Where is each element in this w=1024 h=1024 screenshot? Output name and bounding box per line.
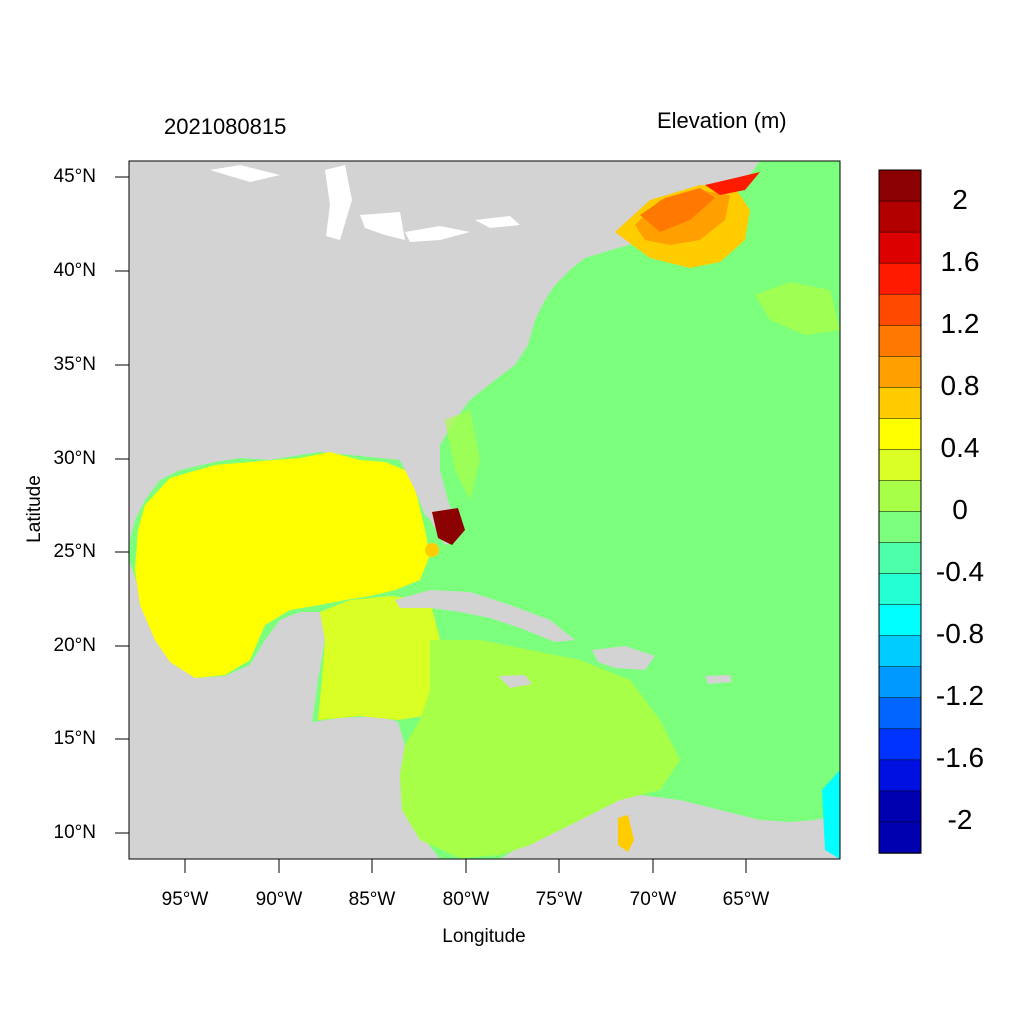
left-title: 2021080815 [164, 114, 287, 139]
caribbean-sea [318, 596, 440, 720]
land-mexico [129, 560, 440, 859]
colorbar-segment [878, 480, 922, 513]
y-tick-label: 10°N [53, 822, 96, 843]
colorbar-segment [878, 293, 922, 326]
land-florida [400, 458, 452, 528]
x-tick-label: 65°W [722, 889, 770, 910]
colorbar [878, 169, 922, 854]
colorbar-label: -2 [947, 804, 973, 835]
land-puerto-rico [705, 675, 732, 684]
colorbar-label: -1.6 [935, 742, 985, 773]
y-axis-ticks [115, 176, 129, 834]
colorbar-segment [878, 418, 922, 451]
great-lakes [210, 165, 520, 242]
atlantic-shelf [445, 410, 480, 500]
colorbar-label: -0.8 [935, 618, 985, 649]
colorbar-label: 2 [952, 184, 968, 215]
y-tick-label: 20°N [53, 635, 96, 656]
colorbar-label: 0.8 [940, 370, 980, 401]
colorbar-segment [878, 200, 922, 233]
colorbar-segment [878, 697, 922, 730]
surge-bay-of-fundy [705, 172, 760, 195]
gulf-of-mexico [135, 452, 430, 678]
colorbar-label: 0 [952, 494, 968, 525]
surge-gulf-of-maine-inner [640, 188, 715, 232]
x-tick-label: 95°W [161, 889, 209, 910]
y-tick-label: 40°N [53, 260, 96, 281]
colorbar-label: 0.4 [940, 432, 980, 463]
map-plot-area [129, 161, 840, 859]
land-jamaica [498, 675, 532, 688]
surge-south-florida [432, 508, 465, 545]
atlantic-southeast-cyan [822, 770, 840, 859]
colorbar-label: -1.2 [935, 680, 985, 711]
colorbar-segment [878, 573, 922, 606]
y-tick-label: 35°N [53, 354, 96, 375]
x-axis-label: Longitude [442, 926, 526, 947]
colorbar-segment [878, 169, 922, 202]
atlantic-east-feature [755, 282, 840, 335]
land-cuba [395, 590, 575, 642]
colorbar-label: 1.2 [940, 308, 980, 339]
lake-maracaibo [618, 815, 634, 852]
y-tick-label: 45°N [53, 166, 96, 187]
right-title: Elevation (m) [657, 108, 787, 133]
y-axis-label: Latitude [24, 475, 45, 543]
colorbar-segment [878, 759, 922, 792]
land-north-america [129, 161, 760, 560]
x-tick-label: 90°W [255, 889, 303, 910]
x-tick-label: 80°W [442, 889, 490, 910]
land-south-america [500, 795, 840, 859]
y-tick-label: 25°N [53, 541, 96, 562]
colorbar-label: -0.4 [935, 556, 985, 587]
surge-florida-keys [425, 543, 439, 557]
plot-frame [128, 160, 841, 860]
colorbar-segment [878, 666, 922, 699]
land-hispaniola [592, 646, 655, 670]
colorbar-frame [878, 169, 922, 854]
x-axis-ticks [184, 859, 747, 873]
y-tick-label: 15°N [53, 728, 96, 749]
x-tick-label: 75°W [535, 889, 583, 910]
colorbar-segment [878, 821, 922, 854]
colorbar-label: 1.6 [940, 246, 980, 277]
x-tick-label: 85°W [348, 889, 396, 910]
caribbean-south [400, 640, 680, 858]
y-tick-label: 30°N [53, 448, 96, 469]
x-tick-label: 70°W [629, 889, 677, 910]
